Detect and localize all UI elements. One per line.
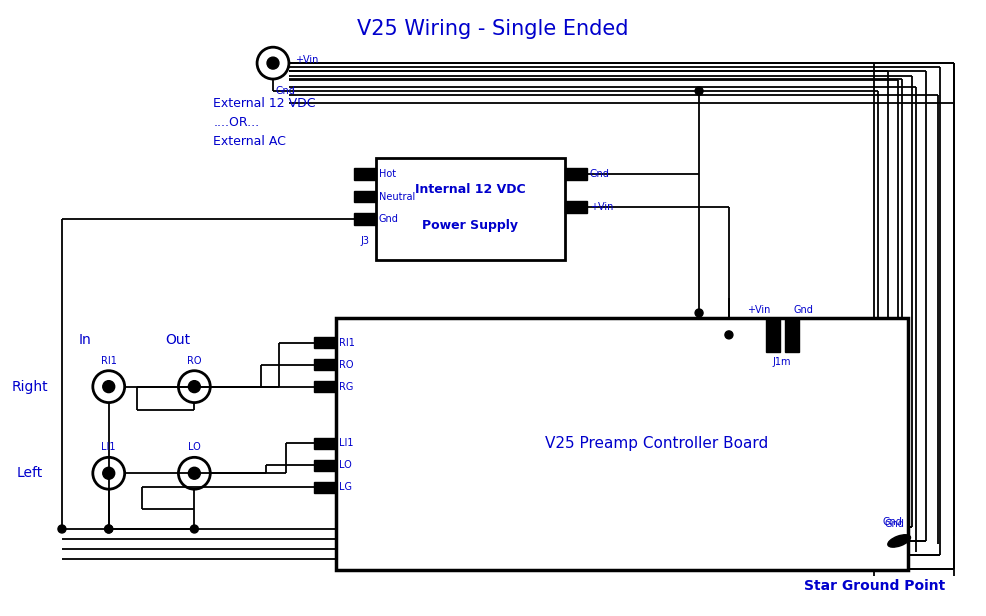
Text: V25 Preamp Controller Board: V25 Preamp Controller Board <box>544 436 768 452</box>
FancyBboxPatch shape <box>354 168 376 180</box>
Text: LG: LG <box>339 482 352 492</box>
Text: RO: RO <box>187 356 201 366</box>
Circle shape <box>103 468 114 479</box>
FancyBboxPatch shape <box>314 359 335 370</box>
Text: Hot: Hot <box>379 169 395 179</box>
FancyBboxPatch shape <box>314 482 335 493</box>
Text: Power Supply: Power Supply <box>422 219 518 232</box>
Text: V25 Wiring - Single Ended: V25 Wiring - Single Ended <box>357 19 629 39</box>
Circle shape <box>190 525 198 533</box>
Text: +Vin: +Vin <box>295 55 318 65</box>
Circle shape <box>188 381 200 392</box>
Text: Gnd: Gnd <box>882 517 902 527</box>
Circle shape <box>105 525 112 533</box>
Circle shape <box>725 331 733 339</box>
Text: Gnd: Gnd <box>276 86 296 96</box>
Text: LI1: LI1 <box>339 439 353 448</box>
FancyBboxPatch shape <box>314 438 335 449</box>
Text: Right: Right <box>12 379 48 394</box>
FancyBboxPatch shape <box>354 190 376 203</box>
Text: J3: J3 <box>360 237 369 246</box>
Text: Internal 12 VDC: Internal 12 VDC <box>415 183 526 196</box>
Text: +Vin: +Vin <box>590 203 613 213</box>
Text: Gnd: Gnd <box>794 305 813 315</box>
FancyBboxPatch shape <box>354 213 376 225</box>
Circle shape <box>695 87 703 95</box>
Circle shape <box>188 468 200 479</box>
Text: RI1: RI1 <box>339 338 355 348</box>
FancyBboxPatch shape <box>766 318 780 352</box>
Text: Gnd: Gnd <box>590 169 609 179</box>
FancyBboxPatch shape <box>376 158 565 260</box>
Text: J1m: J1m <box>772 357 791 367</box>
Circle shape <box>105 525 112 533</box>
Text: Neutral: Neutral <box>379 192 415 201</box>
Text: External AC: External AC <box>213 136 286 148</box>
FancyBboxPatch shape <box>565 168 587 180</box>
Circle shape <box>58 525 66 533</box>
Text: +Vin: +Vin <box>747 305 771 315</box>
Text: External 12 VDC: External 12 VDC <box>213 97 316 110</box>
Text: RI1: RI1 <box>101 356 116 366</box>
Text: Star Ground Point: Star Ground Point <box>804 579 945 593</box>
Text: LO: LO <box>339 460 351 470</box>
FancyBboxPatch shape <box>335 318 908 570</box>
FancyBboxPatch shape <box>314 381 335 392</box>
FancyBboxPatch shape <box>785 318 799 352</box>
Text: Left: Left <box>17 466 43 480</box>
Text: ....OR...: ....OR... <box>213 116 259 129</box>
FancyBboxPatch shape <box>565 201 587 213</box>
Ellipse shape <box>887 535 910 547</box>
Text: RO: RO <box>339 360 353 370</box>
Text: Gnd: Gnd <box>379 214 398 224</box>
Text: LI1: LI1 <box>102 442 116 452</box>
Circle shape <box>103 381 114 392</box>
Text: Gnd: Gnd <box>884 519 904 529</box>
Text: Out: Out <box>165 333 190 347</box>
FancyBboxPatch shape <box>314 460 335 471</box>
Text: LO: LO <box>188 442 201 452</box>
Text: In: In <box>79 333 92 347</box>
Text: RG: RG <box>339 382 353 392</box>
FancyBboxPatch shape <box>314 338 335 348</box>
Circle shape <box>695 309 703 317</box>
Circle shape <box>267 57 279 69</box>
